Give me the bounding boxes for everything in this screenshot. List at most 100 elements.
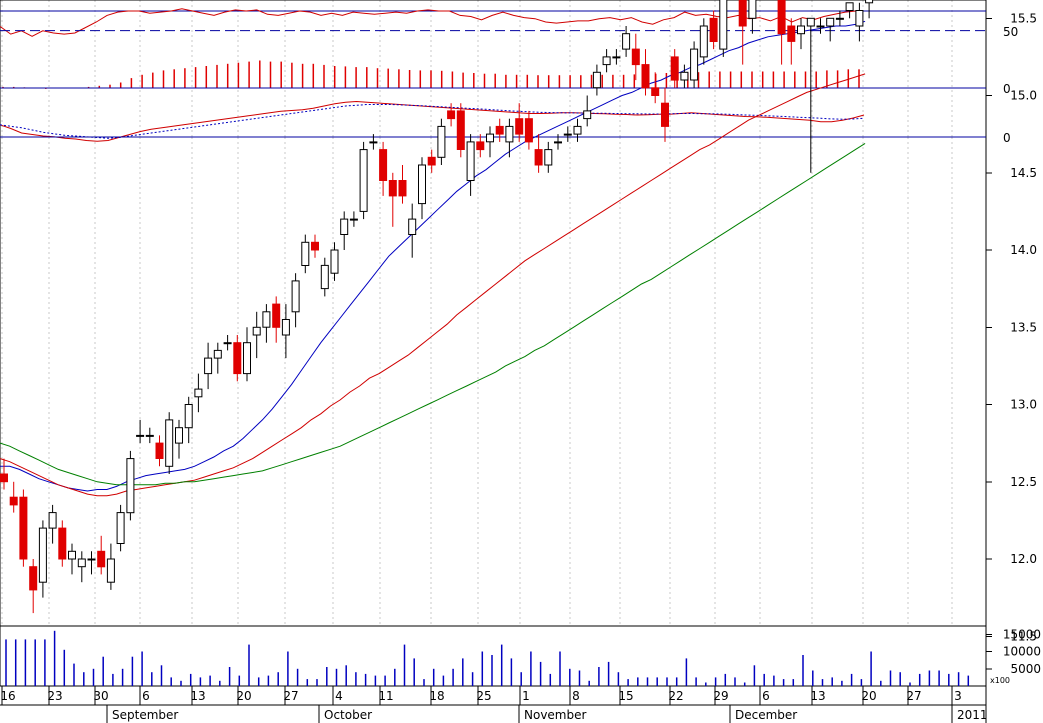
y-tick-label: 12.0 [1010, 552, 1037, 566]
candlestick [748, 0, 757, 34]
candle-body [340, 218, 349, 236]
grid-layer [1, 0, 953, 626]
x-tick-label: 8 [572, 689, 580, 703]
month-label: October [324, 708, 372, 722]
candle-body [680, 71, 689, 81]
candlestick [223, 335, 232, 351]
x-tick-label: 18 [429, 689, 444, 703]
candle-body [19, 496, 28, 560]
candle-body [155, 442, 164, 460]
candlestick [408, 203, 417, 258]
candlestick [651, 72, 660, 104]
candlestick [573, 118, 582, 142]
x-tick-label: 30 [93, 689, 108, 703]
candlestick [787, 18, 796, 65]
candlestick [320, 257, 329, 297]
candlestick [835, 10, 844, 26]
candle-body [466, 141, 475, 181]
candle-body [544, 149, 553, 166]
x-tick-label: 20 [861, 689, 876, 703]
candle-body [126, 458, 135, 514]
candlestick [437, 118, 446, 165]
candle-body [175, 427, 183, 444]
candle-body [797, 25, 805, 35]
candle-body [233, 342, 242, 375]
candlestick [0, 458, 8, 490]
candle-body [670, 56, 679, 81]
candlestick [670, 49, 679, 88]
candle-body [641, 64, 650, 89]
candlestick [68, 543, 76, 575]
candle-body [661, 102, 669, 127]
candle-body [418, 164, 426, 205]
candlestick [612, 49, 621, 65]
x-tick-label: 23 [47, 689, 62, 703]
x-tick-label: 16 [0, 689, 15, 703]
candlestick [252, 311, 261, 359]
candle-body [476, 141, 485, 151]
candlestick [175, 419, 183, 459]
candlestick [19, 489, 28, 567]
candle-body [456, 110, 465, 150]
candle-body [320, 264, 329, 290]
candle-body [58, 527, 67, 560]
y-tick-label: 14.5 [1010, 166, 1037, 180]
macd-line [0, 100, 865, 142]
candle-body [116, 512, 125, 544]
candlestick [476, 134, 485, 158]
candlestick [622, 26, 631, 57]
x-tick-label: 29 [713, 689, 728, 703]
candlestick [583, 95, 592, 127]
x-tick-label: 6 [762, 689, 770, 703]
candlestick [466, 134, 475, 196]
x-tick-label: 22 [668, 689, 683, 703]
candle-body [301, 241, 310, 267]
candlestick [379, 141, 388, 196]
candle-body [243, 342, 251, 375]
x-tick-label: 3 [954, 689, 962, 703]
candlestick [427, 149, 436, 173]
volume-tick-label: 15000 [1003, 627, 1041, 641]
month-label: December [735, 708, 797, 722]
candle-body [262, 311, 271, 328]
candle-body [719, 0, 728, 50]
candlestick [184, 396, 193, 444]
candle-body [87, 558, 96, 561]
candlestick [524, 110, 533, 150]
candle-body [38, 527, 47, 583]
candlestick [631, 33, 640, 81]
candle-body [427, 156, 436, 166]
candlestick [690, 41, 699, 88]
candle-body [48, 512, 57, 529]
candle-body [709, 17, 718, 42]
candle-body [612, 56, 621, 59]
candle-body [281, 319, 290, 336]
candle-body [835, 17, 844, 20]
candle-body [145, 434, 154, 437]
candlestick [126, 450, 135, 521]
candle-body [554, 141, 562, 144]
candle-body [816, 25, 825, 28]
candle-body [777, 0, 786, 35]
candle-body [408, 218, 417, 236]
candlestick [29, 559, 38, 614]
candlestick [243, 327, 251, 382]
candlestick [826, 17, 835, 42]
candle-body [592, 71, 601, 89]
candle-body [194, 388, 203, 398]
candlestick [272, 296, 281, 343]
y-tick-label: 11.5 [1010, 629, 1037, 643]
candlestick [661, 87, 669, 142]
candle-body [272, 303, 281, 328]
candle-body [223, 342, 232, 345]
candle-body [651, 87, 660, 97]
candle-body [388, 180, 397, 197]
candle-body [495, 125, 504, 135]
y-tick-label: 15.5 [1010, 11, 1037, 25]
x-tick-label: 11 [378, 689, 393, 703]
x-tick-label: 6 [142, 689, 150, 703]
x-tick-label: 27 [283, 689, 298, 703]
candle-body [524, 118, 533, 143]
volume-tick-label: 5000 [1010, 662, 1041, 676]
